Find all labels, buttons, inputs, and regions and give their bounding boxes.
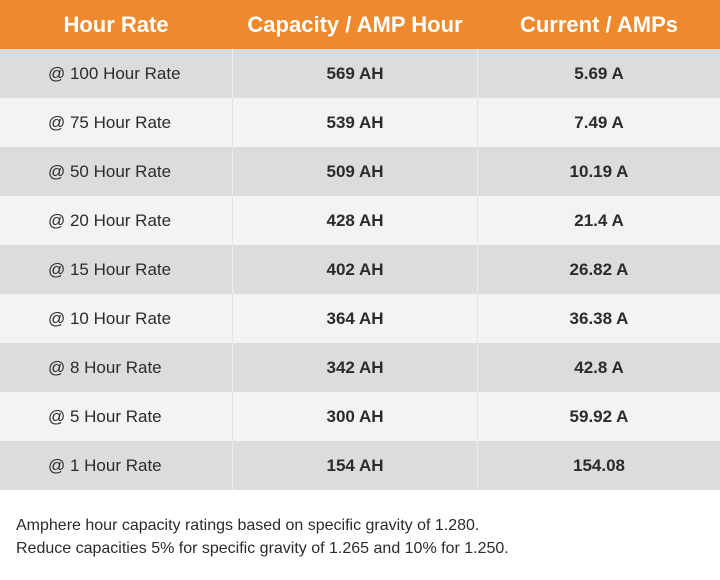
table-header-row: Hour Rate Capacity / AMP Hour Current / … [0,0,720,49]
capacity-cell: 154 AH [232,441,478,490]
table-row: @ 8 Hour Rate 342 AH 42.8 A [0,343,720,392]
capacity-cell: 300 AH [232,392,478,441]
current-cell: 21.4 A [574,210,624,230]
hour-rate-cell: @ 10 Hour Rate [48,308,172,328]
footnote-line-2: Reduce capacities 5% for specific gravit… [16,540,509,557]
header-current: Current / AMPs [519,11,679,37]
table-row: @ 10 Hour Rate 364 AH 36.38 A [0,294,720,343]
hour-rate-cell: @ 75 Hour Rate [48,112,172,132]
footnote-line-1: Amphere hour capacity ratings based on s… [16,517,480,534]
hour-rate-cell: @ 50 Hour Rate [48,161,172,181]
current-cell: 36.38 A [569,308,629,328]
current-cell: 59.92 A [569,406,629,426]
current-cell: 26.82 A [569,259,629,279]
capacity-cell: 402 AH [232,245,478,294]
current-cell: 7.49 A [574,112,624,132]
table-row: @ 50 Hour Rate 509 AH 10.19 A [0,147,720,196]
footnotes: Amphere hour capacity ratings based on s… [16,514,509,560]
capacity-cell: 428 AH [232,196,478,245]
table-row: @ 20 Hour Rate 428 AH 21.4 A [0,196,720,245]
hour-rate-cell: @ 1 Hour Rate [48,455,162,475]
table-row: @ 5 Hour Rate 300 AH 59.92 A [0,392,720,441]
capacity-cell: 342 AH [232,343,478,392]
header-hour-rate: Hour Rate [63,11,169,37]
capacity-cell: 364 AH [232,294,478,343]
table-row: @ 15 Hour Rate 402 AH 26.82 A [0,245,720,294]
battery-rate-table: Hour Rate Capacity / AMP Hour Current / … [0,0,720,490]
hour-rate-cell: @ 100 Hour Rate [48,63,181,83]
hour-rate-cell: @ 15 Hour Rate [48,259,172,279]
hour-rate-cell: @ 20 Hour Rate [48,210,172,230]
hour-rate-cell: @ 8 Hour Rate [48,357,162,377]
hour-rate-cell: @ 5 Hour Rate [48,406,162,426]
capacity-cell: 539 AH [232,98,478,147]
header-capacity: Capacity / AMP Hour [247,11,463,37]
capacity-cell: 569 AH [232,49,478,98]
current-cell: 42.8 A [574,357,624,377]
capacity-cell: 509 AH [232,147,478,196]
table-row: @ 75 Hour Rate 539 AH 7.49 A [0,98,720,147]
current-cell: 10.19 A [569,161,629,181]
table-row: @ 1 Hour Rate 154 AH 154.08 [0,441,720,490]
current-cell: 154.08 [573,455,625,475]
table-row: @ 100 Hour Rate 569 AH 5.69 A [0,49,720,98]
current-cell: 5.69 A [574,63,624,83]
